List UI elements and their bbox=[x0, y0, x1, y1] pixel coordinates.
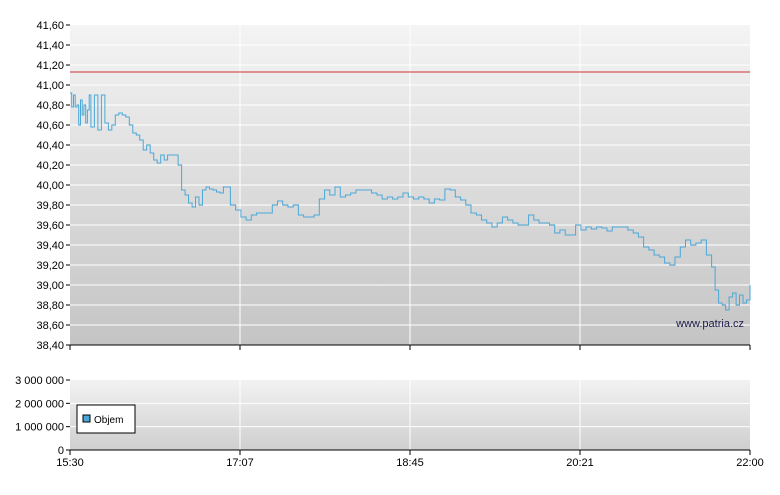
volume-y-tick-label: 0 bbox=[58, 445, 64, 457]
price-y-tick-label: 41,40 bbox=[36, 40, 64, 52]
x-tick-label: 15:30 bbox=[56, 457, 84, 469]
x-tick-label: 17:07 bbox=[226, 457, 254, 469]
price-y-tick-label: 38,80 bbox=[36, 300, 64, 312]
volume-y-tick-label: 3 000 000 bbox=[15, 375, 64, 387]
price-y-tick-label: 41,20 bbox=[36, 60, 64, 72]
x-tick-label: 18:45 bbox=[396, 457, 424, 469]
price-y-tick-label: 39,60 bbox=[36, 220, 64, 232]
legend: Objem bbox=[76, 404, 136, 434]
x-tick-labels: 15:30 17:07 18:45 20:21 22:00 bbox=[56, 457, 764, 469]
price-y-tick-label: 40,40 bbox=[36, 140, 64, 152]
volume-y-tick-labels: 3 000 000 2 000 000 1 000 000 0 bbox=[15, 375, 70, 457]
volume-y-tick-label: 2 000 000 bbox=[15, 398, 64, 410]
price-y-tick-label: 40,60 bbox=[36, 120, 64, 132]
price-y-tick-labels: 41,60 41,40 41,20 41,00 40,80 40,60 40,40 40,20… bbox=[36, 20, 70, 352]
legend-label-objem: Objem bbox=[94, 415, 123, 426]
price-y-tick-label: 39,20 bbox=[36, 260, 64, 272]
x-tick-label: 22:00 bbox=[736, 457, 764, 469]
price-y-tick-label: 41,00 bbox=[36, 80, 64, 92]
price-y-tick-label: 38,60 bbox=[36, 320, 64, 332]
volume-x-tick-marks bbox=[69, 450, 751, 455]
x-tick-label: 20:21 bbox=[566, 457, 594, 469]
price-y-tick-label: 39,80 bbox=[36, 200, 64, 212]
watermark-text: www.patria.cz bbox=[675, 318, 744, 330]
legend-swatch-objem bbox=[82, 414, 91, 423]
price-y-tick-label: 40,80 bbox=[36, 100, 64, 112]
volume-vertical-gridlines bbox=[239, 380, 581, 450]
price-y-tick-label: 38,40 bbox=[36, 340, 64, 352]
price-y-tick-label: 40,20 bbox=[36, 160, 64, 172]
price-vertical-gridlines bbox=[239, 25, 581, 345]
price-y-tick-label: 39,40 bbox=[36, 240, 64, 252]
volume-y-tick-label: 1 000 000 bbox=[15, 422, 64, 434]
price-x-tick-marks bbox=[69, 345, 751, 350]
price-panel: 41,60 41,40 41,20 41,00 40,80 40,60 40,40 40,20… bbox=[36, 20, 751, 352]
price-series-line bbox=[70, 92, 751, 311]
price-y-tick-label: 39,00 bbox=[36, 280, 64, 292]
price-y-tick-label: 40,00 bbox=[36, 180, 64, 192]
price-y-tick-label: 41,60 bbox=[36, 20, 64, 32]
